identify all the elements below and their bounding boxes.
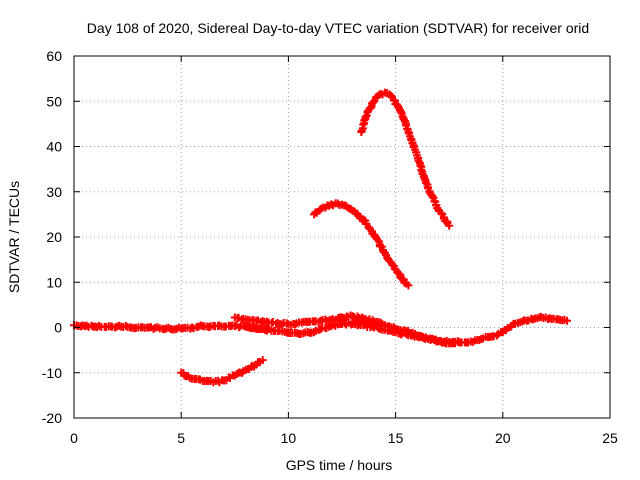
x-tick-label: 25	[602, 430, 618, 446]
y-tick-label: -20	[42, 410, 62, 426]
y-tick-label: 0	[54, 320, 62, 336]
y-tick-label: 20	[46, 229, 62, 245]
x-tick-label: 20	[495, 430, 511, 446]
chart-title: Day 108 of 2020, Sidereal Day-to-day VTE…	[87, 20, 589, 36]
y-tick-label: 30	[46, 184, 62, 200]
x-tick-label: 15	[388, 430, 404, 446]
y-axis-label: SDTVAR / TECUs	[6, 181, 22, 293]
plot-background	[0, 0, 640, 480]
y-tick-label: 50	[46, 93, 62, 109]
y-tick-label: 40	[46, 139, 62, 155]
chart: 0 5 10 15 20 25 -20 -10 0 10 20 30 40 50 60 Day 108 of…	[0, 0, 640, 480]
x-tick-label: 10	[281, 430, 297, 446]
x-axis-label: GPS time / hours	[286, 457, 393, 473]
y-tick-label: 10	[46, 274, 62, 290]
x-tick-label: 5	[177, 430, 185, 446]
x-tick-label: 0	[70, 430, 78, 446]
y-tick-label: 60	[46, 48, 62, 64]
y-tick-label: -10	[42, 365, 62, 381]
